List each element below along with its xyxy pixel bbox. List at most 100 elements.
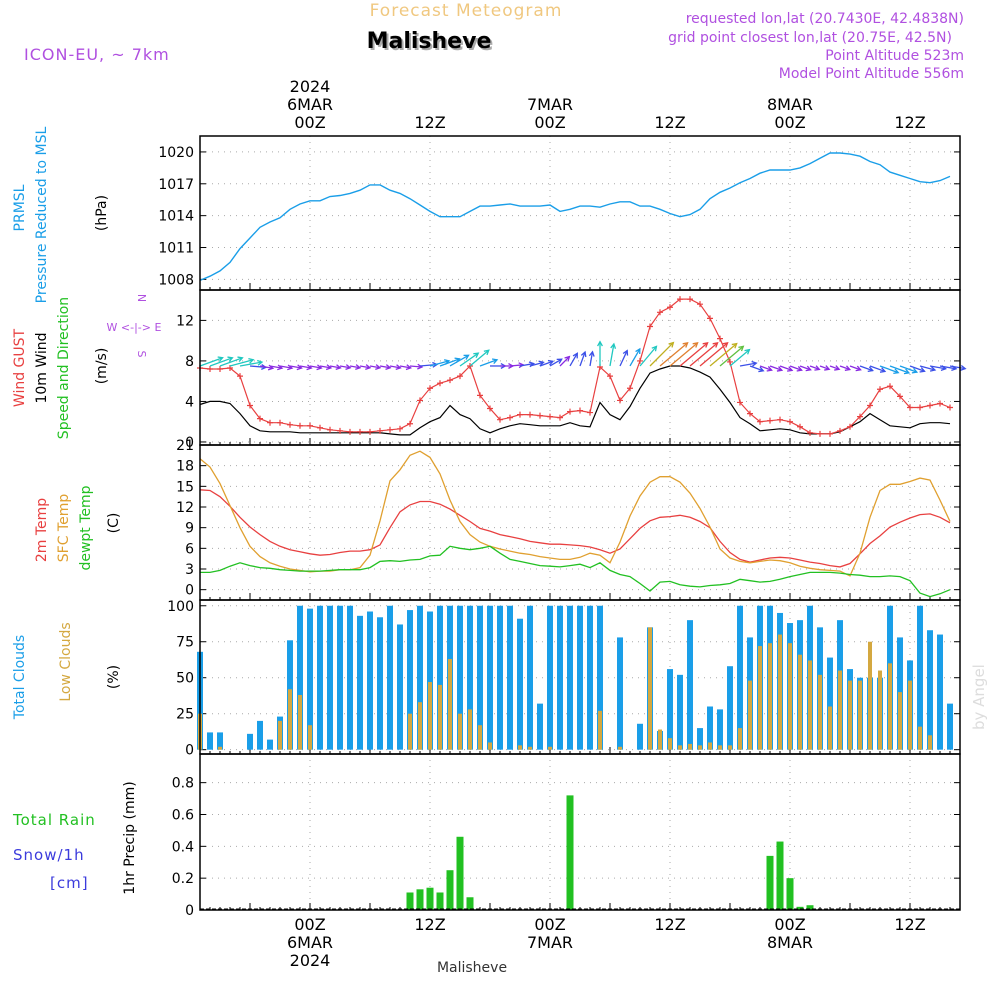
rain-bar xyxy=(406,892,414,910)
low-clouds-bar xyxy=(678,745,682,750)
wind-direction-arrow xyxy=(309,365,322,369)
wind-gust-marker xyxy=(297,422,303,429)
wind-gust-marker xyxy=(337,427,343,434)
wind-direction-arrow xyxy=(829,365,840,370)
wind-direction-arrowhead xyxy=(682,341,689,348)
wind-direction-arrowhead xyxy=(855,365,862,372)
top-time-label: 00Z xyxy=(774,113,805,132)
wind-gust-marker xyxy=(777,416,783,423)
wind-gust-marker xyxy=(817,430,823,437)
pressure-ytick-label: 1008 xyxy=(158,272,194,288)
wind-direction-arrowhead xyxy=(610,342,617,349)
wind-direction-arrow xyxy=(719,345,744,367)
wind-gust-marker xyxy=(347,428,353,435)
total-clouds-bar xyxy=(917,605,923,750)
rain-bar xyxy=(776,841,784,910)
wind-direction-arrowhead xyxy=(287,364,294,371)
temperature-panel: 0 3 6 9 12 15 18 21 xyxy=(176,438,961,601)
temp-ytick-label: 0 xyxy=(185,583,194,599)
wind-gust-marker xyxy=(327,426,333,433)
wind-direction-arrowhead xyxy=(355,364,362,370)
rain-bar xyxy=(806,905,814,910)
wind-direction-arrowhead xyxy=(766,366,773,372)
precip-ytick-label: 0 xyxy=(185,903,194,919)
low-clouds-bar xyxy=(698,745,702,750)
wind-gust-marker xyxy=(547,413,553,420)
wind-gust-marker xyxy=(577,407,583,414)
total-clouds-bar xyxy=(517,618,523,750)
wind-direction-arrow xyxy=(379,365,391,369)
rain-bar xyxy=(796,906,804,910)
wind-gust-marker xyxy=(717,335,723,342)
compass-row: W <-|-> E xyxy=(107,321,162,334)
low-clouds-bar xyxy=(468,709,472,750)
low-clouds-label: Low Clouds xyxy=(58,622,74,701)
wind-gust-marker xyxy=(827,430,833,437)
wind-direction-arrowhead xyxy=(692,341,699,348)
wind-direction-arrowhead xyxy=(751,360,758,367)
wind-direction-arrow xyxy=(839,365,851,371)
total-clouds-bar xyxy=(527,605,533,750)
wind-gust-line xyxy=(199,298,951,435)
wind-direction-arrowhead xyxy=(758,366,765,373)
wind-gust-marker xyxy=(877,386,883,393)
wind-direction-arrow xyxy=(749,365,764,372)
wind-direction-arrow xyxy=(459,352,479,367)
wind-direction-arrow xyxy=(679,342,708,367)
wind-gust-marker xyxy=(357,428,363,435)
pressure-line xyxy=(199,152,951,282)
wind-direction-arrow xyxy=(619,350,628,367)
wind-gust-marker xyxy=(947,404,953,411)
wind-direction-arrow xyxy=(909,365,925,372)
rain-bar xyxy=(566,795,574,910)
total-clouds-bar xyxy=(827,657,833,750)
low-clouds-bar xyxy=(488,742,492,750)
precip-unit-label: 1hr Precip (mm) xyxy=(122,781,138,894)
low-clouds-bar xyxy=(648,627,652,750)
wind-gust-marker xyxy=(657,309,663,316)
wind-ytick-label: 0 xyxy=(185,435,194,451)
bottom-time-label: 2024 xyxy=(290,951,331,970)
total-clouds-bar xyxy=(587,605,593,750)
total-clouds-bar xyxy=(397,624,403,750)
wind-direction-arrow xyxy=(879,365,899,374)
precip-ytick-label: 0.2 xyxy=(172,871,194,887)
top-time-label: 2024 xyxy=(290,77,331,96)
total-clouds-bar xyxy=(927,630,933,750)
pressure-ytick-label: 1020 xyxy=(158,145,194,161)
wind-direction-arrowhead xyxy=(796,366,803,372)
temp-ytick-label: 15 xyxy=(176,479,194,495)
wind-direction-arrow xyxy=(799,365,811,371)
wind-gust-marker xyxy=(307,422,313,429)
total-clouds-bar xyxy=(597,605,603,750)
wind-direction-arrow xyxy=(669,342,698,367)
compass-north: N xyxy=(135,294,148,302)
bottom-time-label: 12Z xyxy=(654,915,685,934)
clouds-ytick-label: 50 xyxy=(176,671,194,687)
wind-direction-arrowhead xyxy=(824,365,831,371)
wind-gust-marker xyxy=(607,373,613,380)
watermark: by Angel xyxy=(970,664,988,730)
temp-2m-line xyxy=(199,489,951,568)
total-clouds-bar xyxy=(727,666,733,750)
wind-gust-marker xyxy=(477,392,483,399)
wind-direction-arrowhead xyxy=(483,349,490,356)
wind-gust-marker xyxy=(437,380,443,387)
total-clouds-bar xyxy=(547,605,553,750)
pressure-panel: 1008 1011 1014 1017 1020 xyxy=(158,135,961,291)
wind-gust-marker xyxy=(287,421,293,428)
clouds-ytick-label: 75 xyxy=(176,635,194,651)
total-clouds-bar xyxy=(707,706,713,750)
top-time-label: 7MAR xyxy=(527,95,573,114)
total-clouds-bar xyxy=(697,728,703,750)
wind-gust-marker xyxy=(857,413,863,420)
total-clouds-bar xyxy=(457,605,463,750)
wind-direction-arrow xyxy=(559,356,570,367)
wind-gust-marker xyxy=(487,405,493,412)
clouds-ytick-label: 25 xyxy=(176,707,194,723)
low-clouds-bar xyxy=(668,738,672,750)
wind-gust-marker xyxy=(627,385,633,392)
wind-direction-arrow xyxy=(899,365,918,373)
wind-gust-marker xyxy=(527,411,533,418)
